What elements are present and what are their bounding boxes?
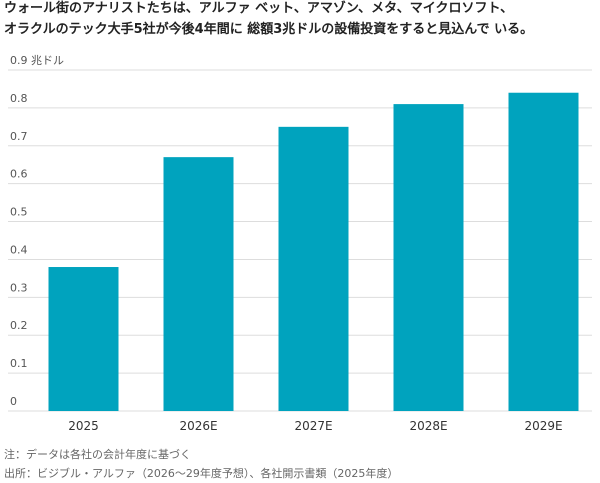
y-tick-label: 0.4: [10, 243, 28, 256]
y-tick-label: 0.1: [10, 357, 28, 370]
bar: [508, 92, 579, 411]
y-tick-label: 0.3: [10, 281, 28, 294]
y-tick-label: 0.9 兆ドル: [10, 54, 64, 67]
bar: [393, 104, 464, 411]
chart-title: ウォール街のアナリストたちは、アルファ ベット、アマゾン、メタ、マイクロソフト、: [4, 0, 513, 16]
bar: [48, 267, 119, 411]
x-tick-label: 2027E: [294, 419, 332, 433]
chart-title: オラクルのテック大手5社が今後4年間に 総額3兆ドルの設備投資をすると見込んで …: [4, 21, 533, 37]
y-tick-label: 0.6: [10, 168, 28, 181]
y-tick-label: 0.2: [10, 319, 28, 332]
note: 注：データは各社の会計年度に基づく: [4, 447, 191, 461]
x-tick-label: 2029E: [524, 419, 562, 433]
x-tick-label: 2025: [68, 419, 99, 433]
y-tick-label: 0: [10, 395, 17, 408]
x-tick-label: 2028E: [409, 419, 447, 433]
x-tick-label: 2026E: [179, 419, 217, 433]
y-tick-label: 0.8: [10, 92, 28, 105]
note: 出所：ビジブル・アルファ（2026〜29年度予想）、各社開示書類（2025年度）: [4, 466, 398, 480]
bar: [278, 126, 349, 411]
y-tick-label: 0.7: [10, 130, 28, 143]
bar: [163, 157, 234, 411]
y-tick-label: 0.5: [10, 206, 28, 219]
